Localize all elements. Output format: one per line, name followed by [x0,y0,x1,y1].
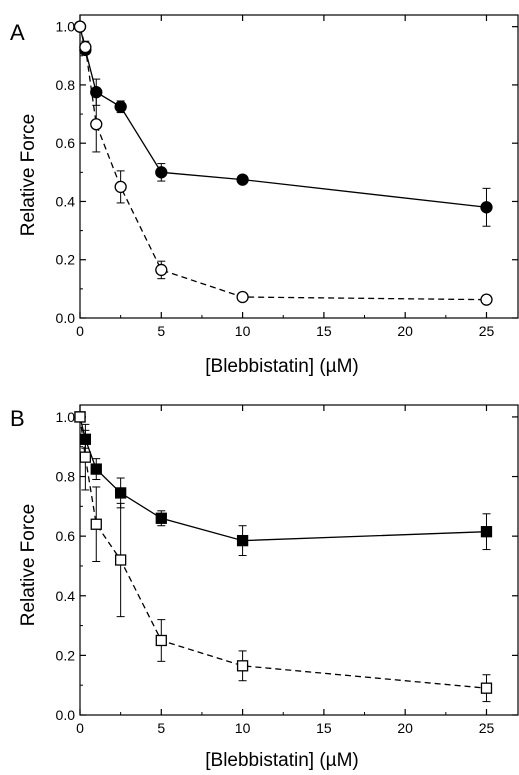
x-tick-label-a-5: 25 [479,323,495,339]
y-tick-label-a-3: 0.6 [56,135,76,151]
y-tick-label-b-0: 0.0 [56,707,76,723]
y-tick-label-a-5: 1.0 [56,19,76,35]
plot-area-b: 0 5 10 15 20 25 0.0 0.2 0.4 0.6 0.8 1.0 [56,404,519,736]
panel-letter-a: A [10,20,25,45]
data-point-a-1-4 [155,263,168,277]
y-axis-label-a: Relative Force [18,114,39,237]
plot-frame-a [79,14,519,319]
data-point-b-1-6 [480,682,493,694]
x-tick-label-a-0: 0 [76,323,84,339]
y-tick-label-a-1: 0.2 [56,252,76,268]
x-axis-label-b: [Blebbistatin] (µM) [205,750,359,771]
data-point-b-1-0 [74,411,86,423]
data-point-a-0-6 [480,201,493,214]
data-point-b-0-6 [480,526,493,538]
x-tick-label-b-0: 0 [76,720,84,736]
data-point-a-1-1 [79,40,92,54]
y-tick-label-a-4: 0.8 [56,77,76,93]
x-tick-label-b-2: 10 [235,720,251,736]
data-point-b-1-1 [79,451,92,463]
data-point-a-1-6 [480,293,493,306]
data-point-a-0-5 [236,173,249,186]
x-tick-label-b-4: 20 [397,720,413,736]
data-point-a-0-4 [155,166,168,179]
series-line-a-1 [79,26,487,301]
chart-panel-b: B 0 5 10 15 20 25 0.0 0.2 0.4 0.6 0.8 1.0 [Blebbist… [10,404,519,771]
y-tick-label-b-1: 0.2 [56,647,76,663]
series-line-a-0 [79,26,487,208]
chart-panel-a: A 0 5 10 15 20 25 0.0 0.2 0.4 0.6 0.8 1.0 [Blebbist… [10,14,519,377]
x-tick-label-a-1: 5 [157,323,165,339]
data-point-b-1-4 [155,634,167,647]
y-tick-label-a-2: 0.4 [56,193,76,209]
series-line-b-1 [79,416,487,689]
x-tick-label-a-4: 20 [397,323,413,339]
y-tick-label-a-0: 0.0 [56,310,76,326]
series-line-b-0 [79,416,487,542]
data-point-a-1-0 [73,20,87,33]
x-tick-label-b-3: 15 [316,720,332,736]
y-tick-label-b-4: 0.8 [56,469,76,485]
data-point-b-0-4 [155,512,167,524]
y-axis-label-b: Relative Force [18,504,39,627]
data-point-a-1-2 [90,118,103,131]
y-tick-label-b-5: 1.0 [56,409,76,425]
y-tick-label-b-2: 0.4 [56,588,76,604]
data-point-b-0-2 [90,463,102,475]
data-point-b-1-3 [114,554,127,566]
x-tick-label-b-5: 25 [479,720,495,736]
data-point-b-0-5 [236,534,249,547]
data-point-a-0-3 [114,100,127,113]
y-tick-label-b-3: 0.6 [56,528,76,544]
panel-letter-b: B [10,406,25,431]
data-point-b-1-2 [90,518,102,530]
x-tick-label-b-1: 5 [157,720,165,736]
x-tick-label-a-3: 15 [316,323,332,339]
plot-area-a: 0 5 10 15 20 25 0.0 0.2 0.4 0.6 0.8 1.0 [56,14,519,339]
x-tick-label-a-2: 10 [235,323,251,339]
plot-frame-b [79,404,519,716]
data-point-a-1-3 [114,180,127,194]
data-point-b-0-3 [114,487,127,499]
data-point-b-1-5 [236,660,249,672]
x-axis-label-a: [Blebbistatin] (µM) [205,356,359,377]
data-point-a-1-5 [236,290,249,304]
